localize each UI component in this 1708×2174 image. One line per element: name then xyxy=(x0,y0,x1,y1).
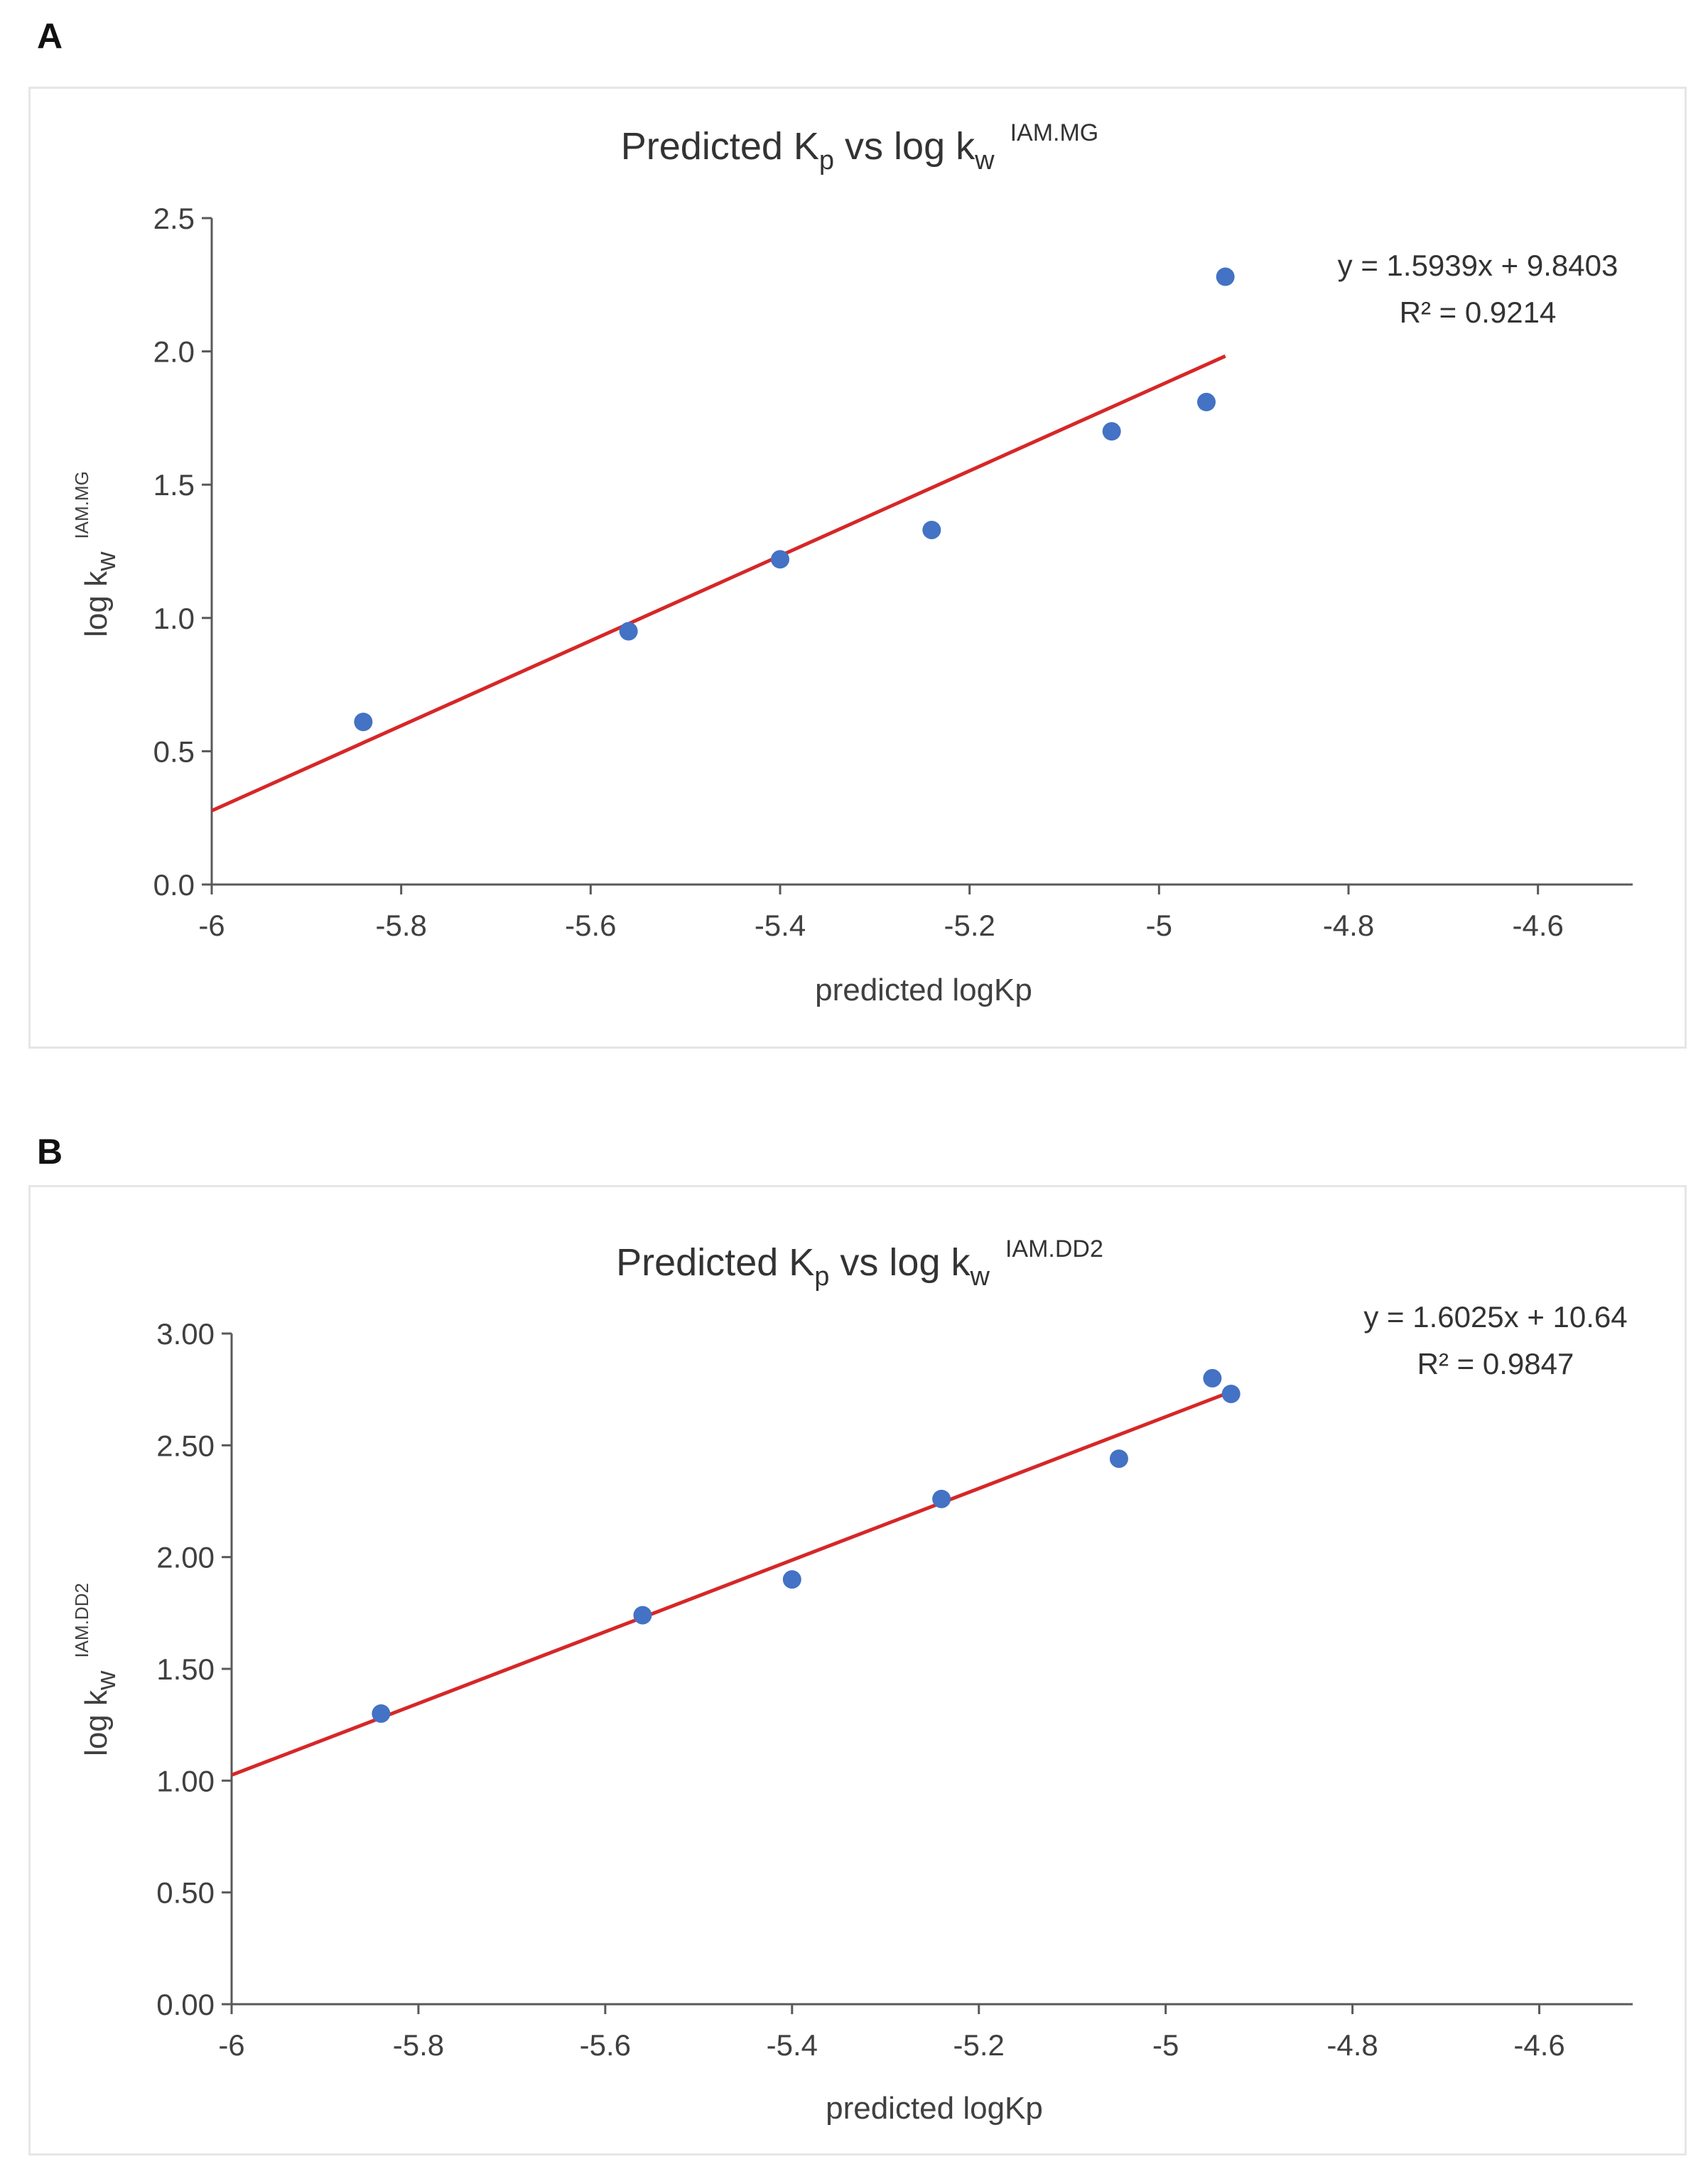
chart-a-title: Predicted Kp vs log kwIAM.MG xyxy=(621,119,1099,175)
chart-a-data-point xyxy=(1197,392,1216,411)
chart-b-x-tick-label: -6 xyxy=(218,2028,244,2062)
chart-a-r-squared: R² = 0.9214 xyxy=(1400,296,1557,329)
chart-a-x-tick-label: -4.6 xyxy=(1512,909,1563,942)
chart-a-y-tick-label: 2.0 xyxy=(153,335,195,369)
chart-b-data-point xyxy=(1109,1449,1128,1469)
chart-a-x-tick-label: -5.8 xyxy=(375,909,426,942)
chart-b-trendline-equation: y = 1.6025x + 10.64 xyxy=(1363,1300,1627,1334)
chart-a-trendline-equation: y = 1.5939x + 9.8403 xyxy=(1338,249,1618,282)
chart-b-title: Predicted Kp vs log kwIAM.DD2 xyxy=(616,1235,1103,1292)
chart-b-data-point xyxy=(1203,1368,1222,1388)
chart-a-y-tick-label: 0.0 xyxy=(153,868,195,902)
chart-a-data-point xyxy=(354,713,373,732)
chart-a-data-point xyxy=(1216,267,1235,286)
chart-a-x-tick-label: -5.4 xyxy=(755,909,806,942)
chart-a-y-axis-title: log kwIAM.MG xyxy=(71,471,121,637)
chart-b-y-tick-label: 1.50 xyxy=(156,1653,215,1686)
chart-b-data-point xyxy=(372,1704,391,1723)
chart-a: 0.0 0.5 1.0 1.5 2.0 2.5 -6 -5.8 -5.6 -5.4 -5.2 -5 -4… xyxy=(71,119,1633,1007)
chart-a-y-tick-label: 1.0 xyxy=(153,602,195,635)
chart-b-x-tick-label: -5.4 xyxy=(767,2028,818,2062)
chart-b-x-tick-label: -4.8 xyxy=(1326,2028,1378,2062)
panel-a-letter: A xyxy=(37,16,63,56)
chart-a-data-point xyxy=(1102,422,1121,441)
chart-a-x-tick-label: -5 xyxy=(1146,909,1172,942)
chart-b-data-point xyxy=(782,1570,801,1589)
chart-b-x-tick-label: -4.6 xyxy=(1513,2028,1564,2062)
chart-a-data-point xyxy=(619,622,638,641)
chart-a-x-axis-title: predicted logKp xyxy=(815,973,1032,1007)
chart-b-data-point xyxy=(1221,1384,1241,1403)
chart-b-y-tick-label: 0.00 xyxy=(156,1988,215,2021)
chart-a-x-tick-label: -5.2 xyxy=(944,909,995,942)
chart-a-trendline xyxy=(210,354,1226,813)
chart-a-y-tick-label: 2.5 xyxy=(153,202,195,235)
chart-b-r-squared: R² = 0.9847 xyxy=(1417,1347,1574,1380)
chart-b-x-axis-title: predicted logKp xyxy=(826,2091,1043,2126)
chart-b-data-point xyxy=(633,1606,652,1625)
chart-b-y-tick-label: 2.00 xyxy=(156,1541,215,1574)
chart-a-y-tick-label: 1.5 xyxy=(153,468,195,502)
chart-b-x-tick-label: -5 xyxy=(1152,2028,1179,2062)
chart-b-x-tick-label: -5.2 xyxy=(953,2028,1005,2062)
chart-b-data-point xyxy=(932,1489,951,1508)
chart-b-y-tick-label: 0.50 xyxy=(156,1876,215,1910)
chart-a-x-tick-label: -4.8 xyxy=(1323,909,1374,942)
chart-b-trendline xyxy=(231,1390,1232,1777)
chart-a-y-tick-label: 0.5 xyxy=(153,735,195,768)
chart-b-x-tick-label: -5.6 xyxy=(580,2028,631,2062)
chart-a-x-tick-label: -5.6 xyxy=(565,909,616,942)
panel-b-letter: B xyxy=(37,1132,63,1172)
chart-a-data-point xyxy=(922,520,941,539)
chart-b-y-tick-label: 1.00 xyxy=(156,1764,215,1797)
chart-a-frame xyxy=(28,87,1687,1049)
chart-b-frame xyxy=(28,1185,1687,2156)
chart-a-data-point xyxy=(771,550,789,569)
chart-b-y-tick-label: 3.00 xyxy=(156,1317,215,1351)
chart-b-x-tick-label: -5.8 xyxy=(393,2028,444,2062)
chart-a-x-tick-label: -6 xyxy=(198,909,225,942)
chart-b-y-tick-label: 2.50 xyxy=(156,1429,215,1462)
chart-b-y-axis-title: log kwIAM.DD2 xyxy=(71,1583,121,1756)
